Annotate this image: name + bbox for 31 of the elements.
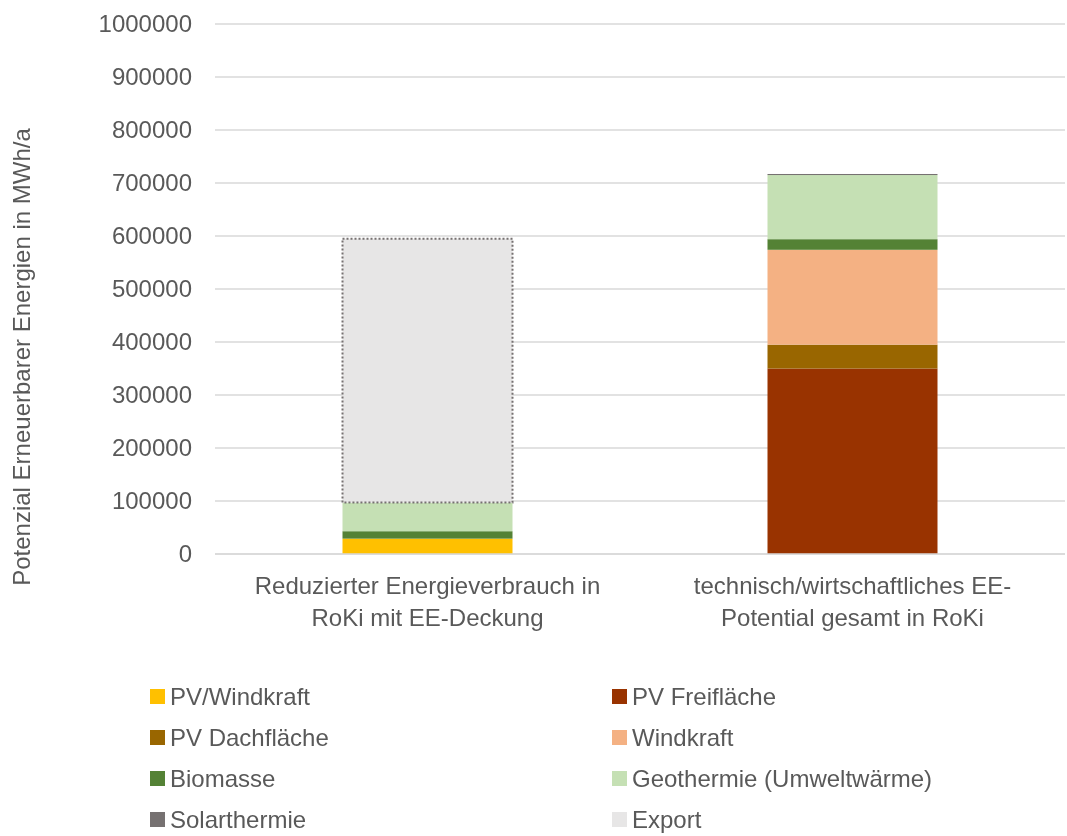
x-tick-label: Reduzierter Energieverbrauch in RoKi mit EE-Deckung [254, 572, 601, 631]
bar [767, 368, 938, 554]
x-tick-label: technisch/wirtschaftliches EE-Potential gesamt in RoKi [693, 572, 1012, 631]
legend-label: Export [632, 806, 702, 834]
legend-label: Geothermie (Umweltwärme) [632, 765, 933, 793]
y-tick-label: 800000 [111, 116, 192, 144]
legend-label: PV Dachfläche [170, 724, 329, 752]
legend-label: PV Freifläche [632, 683, 777, 711]
y-tick-label: 0 [178, 540, 192, 568]
bar [767, 344, 938, 369]
y-tick-label: 700000 [111, 169, 192, 197]
legend-label: Windkraft [632, 724, 734, 752]
y-tick-label: 300000 [111, 381, 192, 409]
y-tick-label: 400000 [111, 328, 192, 356]
legend-label: Solarthermie [170, 806, 307, 834]
y-tick-label: 500000 [111, 275, 192, 303]
y-tick-label: 600000 [111, 222, 192, 250]
y-tick-label: 100000 [111, 487, 192, 515]
y-axis-title: Potenzial Erneuerbarer Energien in MWh/a [8, 127, 35, 586]
legend-label: PV/Windkraft [170, 683, 311, 711]
bar [767, 175, 938, 240]
bar [767, 249, 938, 345]
y-tick-label: 900000 [111, 63, 192, 91]
bar [342, 538, 513, 554]
bar [342, 502, 513, 532]
y-tick-label: 1000000 [98, 10, 192, 38]
bar [341, 237, 514, 504]
bar [767, 239, 938, 250]
bar [342, 531, 513, 539]
legend-label: Biomasse [170, 765, 276, 793]
y-tick-label: 200000 [111, 434, 192, 462]
